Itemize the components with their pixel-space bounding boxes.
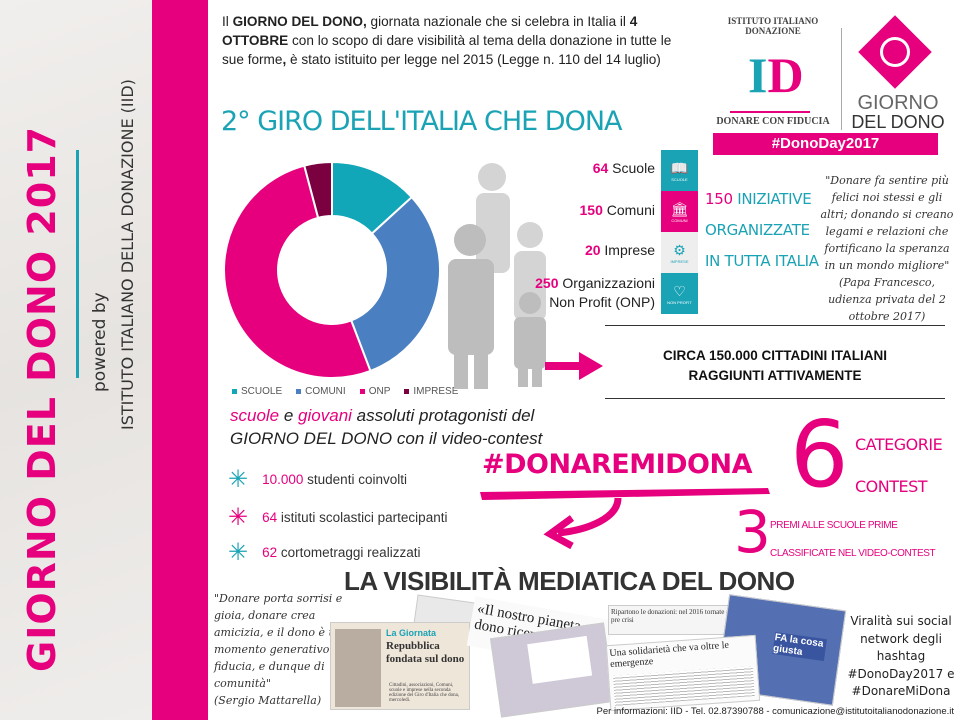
clip-text: FA la cosa giusta — [772, 632, 827, 662]
visibility-title: LA VISIBILITÀ MEDIATICA DEL DONO — [344, 566, 795, 596]
legend-swatch — [359, 388, 365, 394]
mattarella-quote: "Donare porta sorrisi e gioia, donare cr… — [214, 592, 344, 707]
bullet-item: ✳ 10.000 studenti coinvolti — [228, 466, 407, 493]
clip-body — [613, 666, 755, 706]
footer-contact: Per informazioni: IID - Tel. 02.87390788… — [596, 706, 954, 717]
building-icon: 🏛 COMUNI — [661, 191, 698, 232]
logo-hashtag: #DonoDay2017 — [713, 133, 938, 155]
giro-title: 2° GIRO DELL'ITALIA CHE DONA — [221, 106, 622, 137]
press-clip-solidarieta: Una solidarietà che va oltre le emergenz… — [605, 634, 761, 712]
pink-bar — [152, 0, 208, 720]
donut-chart — [223, 160, 441, 379]
iniziative-text: 150 INIZIATIVE ORGANIZZATE IN TUTTA ITALIA — [705, 190, 819, 270]
stat-onp: 250 Organizzazioni Non Profit (ONP) — [535, 275, 655, 310]
papa-quote: "Donare fa sentire più felici noi stessi… — [820, 174, 954, 323]
ring-icon — [880, 37, 910, 67]
clip-headline: Ripartono le donazioni: nel 2016 tornate… — [611, 608, 750, 624]
legend-swatch — [296, 388, 302, 394]
donut-slice-comuni — [349, 195, 441, 373]
clip-headline: Repubblica fondata sul dono — [386, 640, 465, 665]
book-icon: 📖 SCUOLE — [661, 150, 698, 191]
logo-giorno: GIORNO — [857, 92, 939, 114]
press-clip-repubblica: La Giornata Repubblica fondata sul dono … — [330, 622, 470, 710]
clip-section: La Giornata — [386, 628, 437, 638]
viral-text: Viralità sui social network degli hashta… — [847, 614, 955, 698]
logo-arc-text: ISTITUTO ITALIANO DONAZIONE — [727, 16, 819, 36]
donut-slice-onp — [223, 164, 372, 379]
curved-arrow-icon — [480, 488, 770, 550]
prizes-number: 3 — [734, 498, 771, 566]
logo-panel — [527, 635, 593, 684]
clip-body: Cittadini, associazioni, Comuni, scuole … — [389, 683, 460, 703]
prizes-text: PREMI ALLE SCUOLE PRIME CLASSIFICATE NEL … — [770, 520, 936, 559]
category-tiles: 📖 SCUOLE 🏛 COMUNI ⚙ IMPRESE ♡ NON PROFIT — [661, 150, 698, 314]
citizens-text: CIRCA 150.000 CITTADINI ITALIANI RAGGIUNT… — [662, 348, 888, 383]
heart-icon: ♡ NON PROFIT — [661, 273, 698, 314]
powered-by: powered by — [90, 292, 110, 392]
legend-item-scuole: SCUOLE — [232, 386, 282, 397]
photo — [335, 629, 381, 707]
hashtag-title: #DONAREMIDONA — [482, 449, 753, 480]
stat-comuni: 150 Comuni — [579, 202, 656, 218]
arrow-right-icon — [545, 352, 603, 380]
logo-motto: DONARE CON FIDUCIA — [716, 116, 830, 127]
logo-line — [730, 111, 810, 113]
gears-icon: ⚙ IMPRESE — [661, 232, 698, 273]
logo-letters: IDID — [748, 47, 804, 103]
asterisk-icon: ✳ — [228, 504, 249, 531]
citizens-box — [605, 325, 945, 399]
logo-del-dono: DEL DONO — [851, 112, 945, 132]
organization-name: ISTITUTO ITALIANO DELLA DONAZIONE (IID) — [118, 79, 137, 430]
bullet-item: ✳ 62 cortometraggi realizzati — [228, 539, 421, 566]
side-panel: GIORNO DEL DONO 2017 powered by ISTITUTO… — [0, 0, 152, 720]
people-silhouettes-icon — [448, 163, 546, 389]
asterisk-icon: ✳ — [228, 466, 249, 493]
logo-separator — [841, 28, 842, 130]
legend-swatch — [232, 388, 237, 394]
stat-scuole: 64 Scuole — [592, 160, 655, 176]
categories-number: 6 — [790, 401, 849, 508]
legend-item-imprese: IMPRESE — [404, 386, 458, 397]
intro-text: Il GIORNO DEL DONO, giornata nazionale c… — [222, 14, 672, 67]
donut-slice-imprese — [303, 160, 333, 220]
legend-swatch — [404, 388, 410, 394]
side-title: GIORNO DEL DONO 2017 — [20, 125, 64, 672]
protagonists-text: scuole e giovani assoluti protagonisti d… — [230, 406, 543, 448]
legend-item-comuni: COMUNI — [296, 386, 346, 397]
legend-item-onp: ONP — [359, 386, 390, 397]
asterisk-icon: ✳ — [228, 539, 249, 566]
logo: ISTITUTO ITALIANO DONAZIONE IDID DONARE … — [708, 8, 950, 156]
stat-imprese: 20 Imprese — [584, 242, 655, 258]
categories-text: CATEGORIE CONTEST — [855, 435, 943, 496]
divider — [76, 150, 79, 378]
chart-legend: SCUOLE COMUNI ONP IMPRESE — [232, 386, 458, 397]
tv-screenshot — [489, 622, 616, 718]
bullet-item: ✳ 64 istituti scolastici partecipanti — [228, 504, 448, 531]
